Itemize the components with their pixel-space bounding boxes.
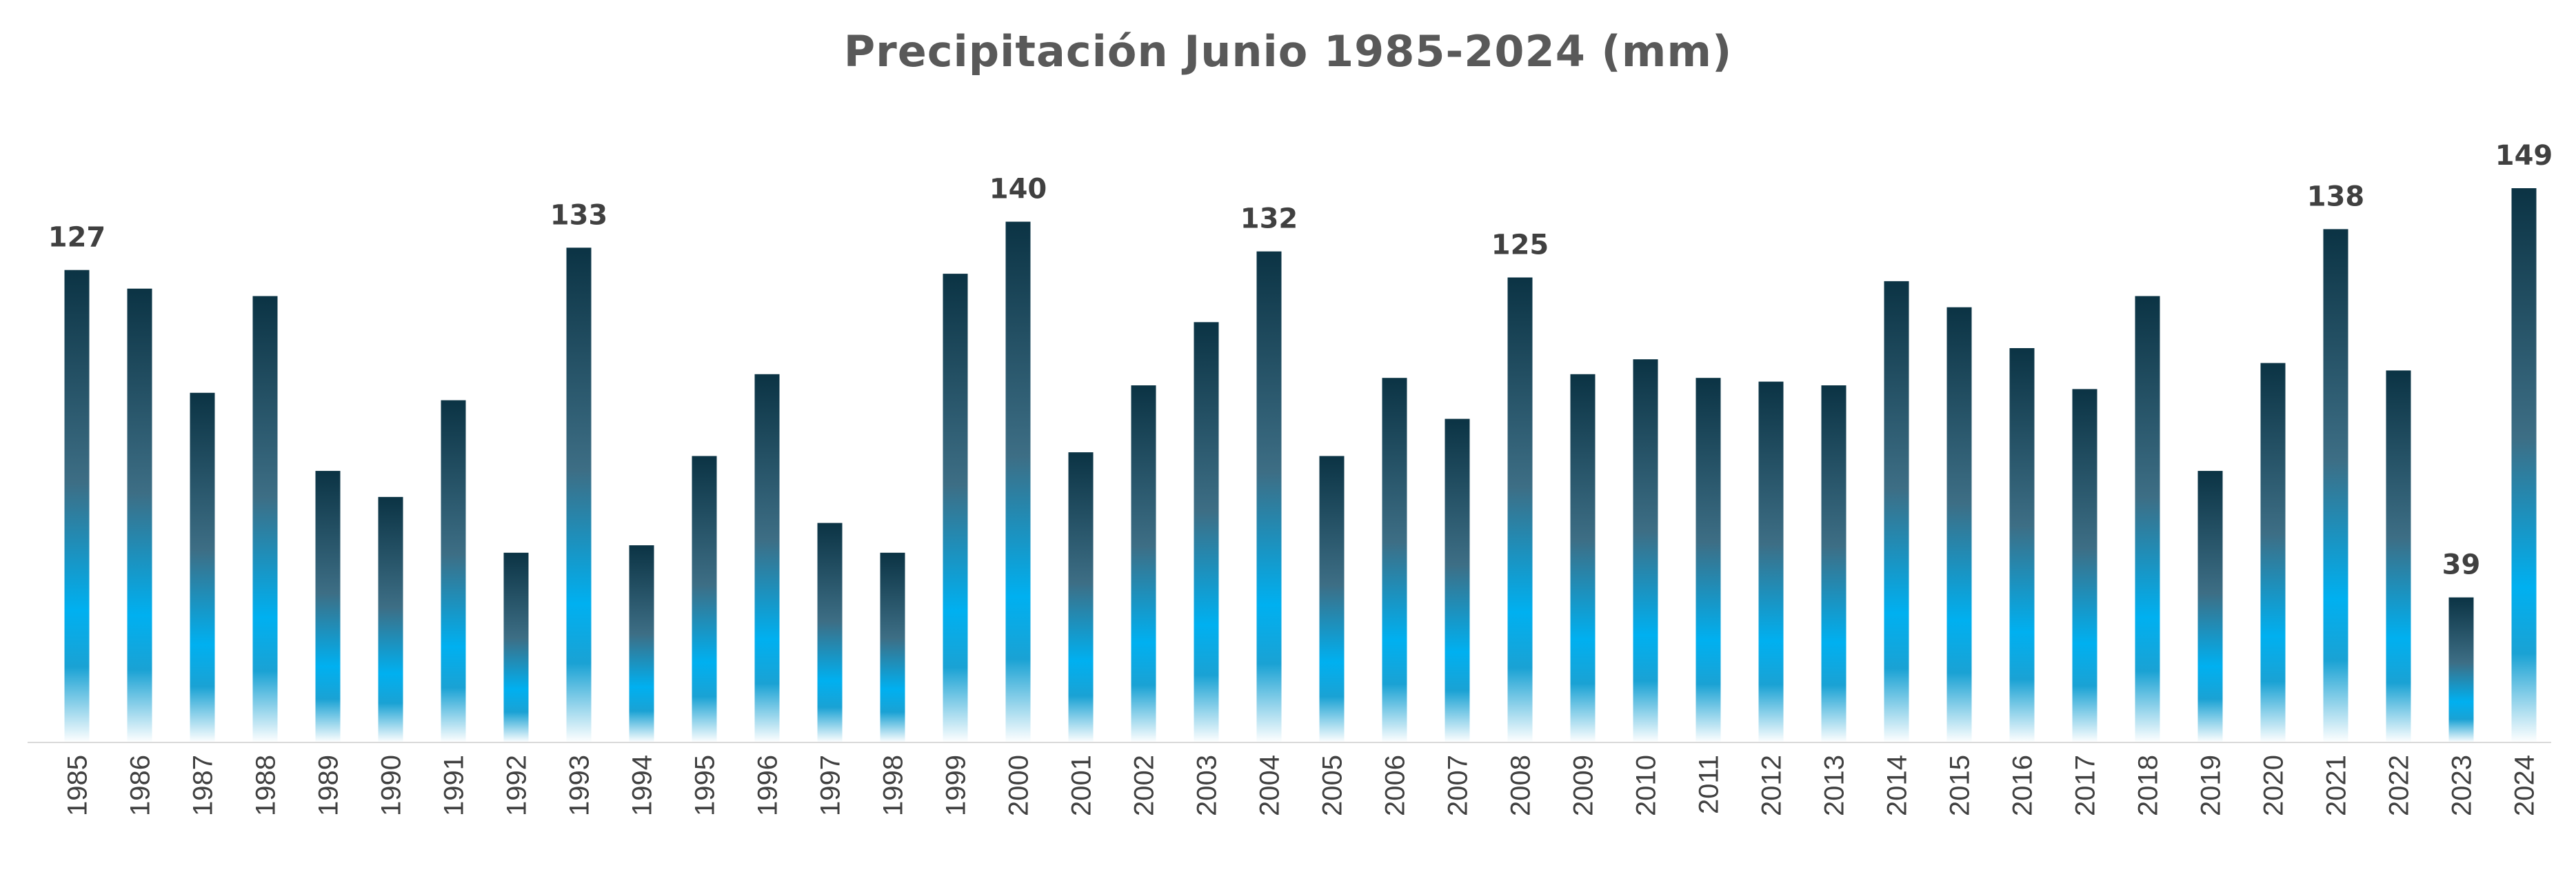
bar-1990 <box>378 496 403 742</box>
bar-1993 <box>566 247 592 742</box>
x-tick-label-2016: 2016 <box>2008 755 2038 816</box>
x-tick-label-2000: 2000 <box>1004 755 1034 816</box>
x-tick-label-1990: 1990 <box>376 755 407 816</box>
data-labels: 127 133 140 132 125 138 39 149 <box>48 140 2553 581</box>
x-tick-label-1985: 1985 <box>63 755 93 816</box>
x-tick-label-1991: 1991 <box>439 755 470 816</box>
data-label-2023: 39 <box>2442 549 2481 581</box>
data-label-2000: 140 <box>989 174 1047 205</box>
x-tick-label-2012: 2012 <box>1757 755 1787 816</box>
bar-1995 <box>692 456 717 742</box>
x-tick-label-2018: 2018 <box>2133 755 2164 816</box>
x-tick-label-2023: 2023 <box>2447 755 2477 816</box>
x-tick-labels: 1985 1986 1987 1988 1989 1990 1991 1992 1993 1994… <box>63 755 2540 816</box>
bar-1994 <box>629 545 654 742</box>
bar-2002 <box>1131 385 1156 742</box>
x-tick-label-1988: 1988 <box>251 755 281 816</box>
bar-1996 <box>754 374 780 742</box>
x-tick-label-2011: 2011 <box>1694 755 1724 814</box>
bars-group <box>64 188 2537 743</box>
x-tick-label-1996: 1996 <box>753 755 783 816</box>
data-label-1985: 127 <box>48 222 106 254</box>
x-tick-label-2021: 2021 <box>2322 755 2352 816</box>
x-tick-label-1998: 1998 <box>878 755 909 816</box>
bar-1989 <box>315 471 341 742</box>
x-tick-label-2001: 2001 <box>1067 755 1097 816</box>
x-tick-label-1999: 1999 <box>941 755 972 816</box>
x-tick-label-2003: 2003 <box>1192 755 1222 816</box>
x-tick-label-2024: 2024 <box>2510 755 2540 816</box>
bar-2010 <box>1633 359 1658 742</box>
x-tick-label-1992: 1992 <box>502 755 532 816</box>
bar-2011 <box>1695 378 1721 742</box>
x-tick-label-1997: 1997 <box>816 755 846 816</box>
bar-2001 <box>1068 452 1094 742</box>
bar-1985 <box>64 270 90 742</box>
bar-1988 <box>252 296 278 742</box>
x-tick-label-2014: 2014 <box>1882 755 1913 816</box>
x-tick-label-1993: 1993 <box>565 755 595 816</box>
bar-2015 <box>1946 307 1972 742</box>
x-tick-label-2022: 2022 <box>2384 755 2415 816</box>
x-tick-label-2008: 2008 <box>1506 755 1536 816</box>
x-tick-label-1989: 1989 <box>314 755 344 816</box>
x-tick-label-2015: 2015 <box>1945 755 1975 816</box>
x-tick-label-2007: 2007 <box>1443 755 1473 816</box>
x-tick-label-2005: 2005 <box>1318 755 1348 816</box>
x-tick-label-2019: 2019 <box>2196 755 2226 816</box>
bar-1986 <box>127 288 152 742</box>
bar-2012 <box>1758 381 1784 742</box>
x-tick-label-2017: 2017 <box>2071 755 2101 816</box>
bar-2024 <box>2511 188 2537 742</box>
data-label-2024: 149 <box>2495 140 2553 172</box>
bar-2022 <box>2386 370 2411 742</box>
x-tick-label-2010: 2010 <box>1631 755 1662 816</box>
bar-2020 <box>2260 363 2286 742</box>
x-tick-label-1986: 1986 <box>125 755 156 816</box>
bar-2019 <box>2197 471 2223 742</box>
bar-2000 <box>1005 221 1031 743</box>
bar-2003 <box>1194 322 1219 742</box>
bar-2013 <box>1821 385 1847 742</box>
bar-2007 <box>1445 418 1470 742</box>
bar-2018 <box>2135 296 2160 742</box>
data-label-1993: 133 <box>550 199 608 231</box>
bar-2016 <box>2009 348 2035 742</box>
bar-2006 <box>1382 378 1407 742</box>
bar-1992 <box>503 552 529 742</box>
bar-1997 <box>817 523 843 742</box>
x-tick-label-2009: 2009 <box>1569 755 1599 816</box>
x-tick-label-2006: 2006 <box>1380 755 1411 816</box>
x-tick-label-2002: 2002 <box>1129 755 1160 816</box>
bar-2009 <box>1570 374 1596 742</box>
x-tick-label-2020: 2020 <box>2259 755 2289 816</box>
data-label-2008: 125 <box>1491 230 1549 261</box>
bar-2021 <box>2323 229 2348 742</box>
bar-2004 <box>1256 251 1282 742</box>
x-tick-label-1995: 1995 <box>690 755 721 816</box>
data-label-2004: 132 <box>1240 203 1298 235</box>
bar-1987 <box>190 392 215 742</box>
chart-title: Precipitación Junio 1985-2024 (mm) <box>843 26 1733 77</box>
x-tick-label-1994: 1994 <box>627 755 658 816</box>
bar-1999 <box>943 274 968 743</box>
data-label-2021: 138 <box>2307 181 2365 212</box>
bar-1998 <box>880 552 905 742</box>
bar-2017 <box>2072 389 2097 742</box>
x-tick-label-2013: 2013 <box>1820 755 1850 816</box>
bar-2005 <box>1319 456 1345 742</box>
x-tick-label-2004: 2004 <box>1255 755 1285 816</box>
bar-2023 <box>2448 597 2474 742</box>
x-tick-label-1987: 1987 <box>188 755 219 816</box>
bar-2008 <box>1507 277 1533 742</box>
bar-1991 <box>441 400 466 742</box>
bar-2014 <box>1884 281 1909 742</box>
